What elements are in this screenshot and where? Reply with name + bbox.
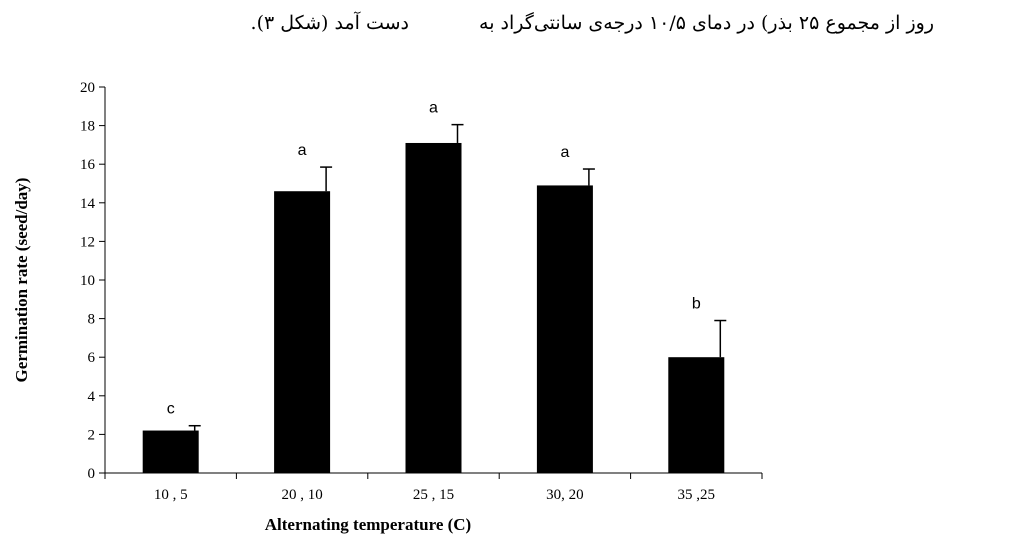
x-category-label: 35 ,25 — [678, 487, 716, 503]
y-tick-label: 16 — [80, 157, 96, 173]
bar — [536, 185, 593, 473]
significance-label: a — [298, 142, 307, 159]
y-tick-label: 0 — [88, 466, 96, 482]
significance-label: a — [560, 144, 569, 161]
y-tick-label: 20 — [80, 80, 95, 96]
body-text-left: دست آمد (شکل ۳). — [250, 12, 410, 34]
x-category-label: 30, 20 — [546, 487, 584, 503]
significance-label: a — [429, 100, 438, 117]
y-tick-label: 2 — [88, 427, 96, 443]
bar — [668, 357, 725, 473]
x-category-label: 20 , 10 — [281, 487, 322, 503]
significance-label: c — [167, 401, 175, 418]
y-tick-label: 10 — [80, 273, 95, 289]
significance-label: b — [692, 296, 701, 313]
y-axis: 0 2 4 6 8 10 12 14 16 18 20 — [80, 80, 106, 482]
bar — [405, 142, 462, 473]
y-tick-label: 8 — [88, 312, 96, 328]
y-tick-label: 18 — [80, 119, 95, 135]
x-category-label: 25 , 15 — [413, 487, 454, 503]
x-category-label: 10 , 5 — [154, 487, 188, 503]
x-axis: 10 , 5 20 , 10 25 , 15 30, 20 35 ,25 — [104, 472, 763, 503]
y-tick-label: 12 — [80, 234, 95, 250]
bar — [142, 430, 199, 473]
bar — [274, 191, 331, 473]
x-axis-title: Alternating temperature (C) — [265, 515, 471, 534]
body-text-line: روز از مجموع ۲۵ بذر) در دمای ۱۰/۵ درجه‌ی… — [251, 12, 934, 34]
bars-group: c a a a b — [142, 100, 727, 473]
y-axis-title: Germination rate (seed/day) — [12, 178, 31, 383]
y-tick-label: 6 — [88, 350, 96, 366]
y-tick-label: 14 — [80, 196, 96, 212]
y-tick-label: 4 — [88, 389, 96, 405]
body-text-right: روز از مجموع ۲۵ بذر) در دمای ۱۰/۵ درجه‌ی… — [479, 12, 934, 34]
